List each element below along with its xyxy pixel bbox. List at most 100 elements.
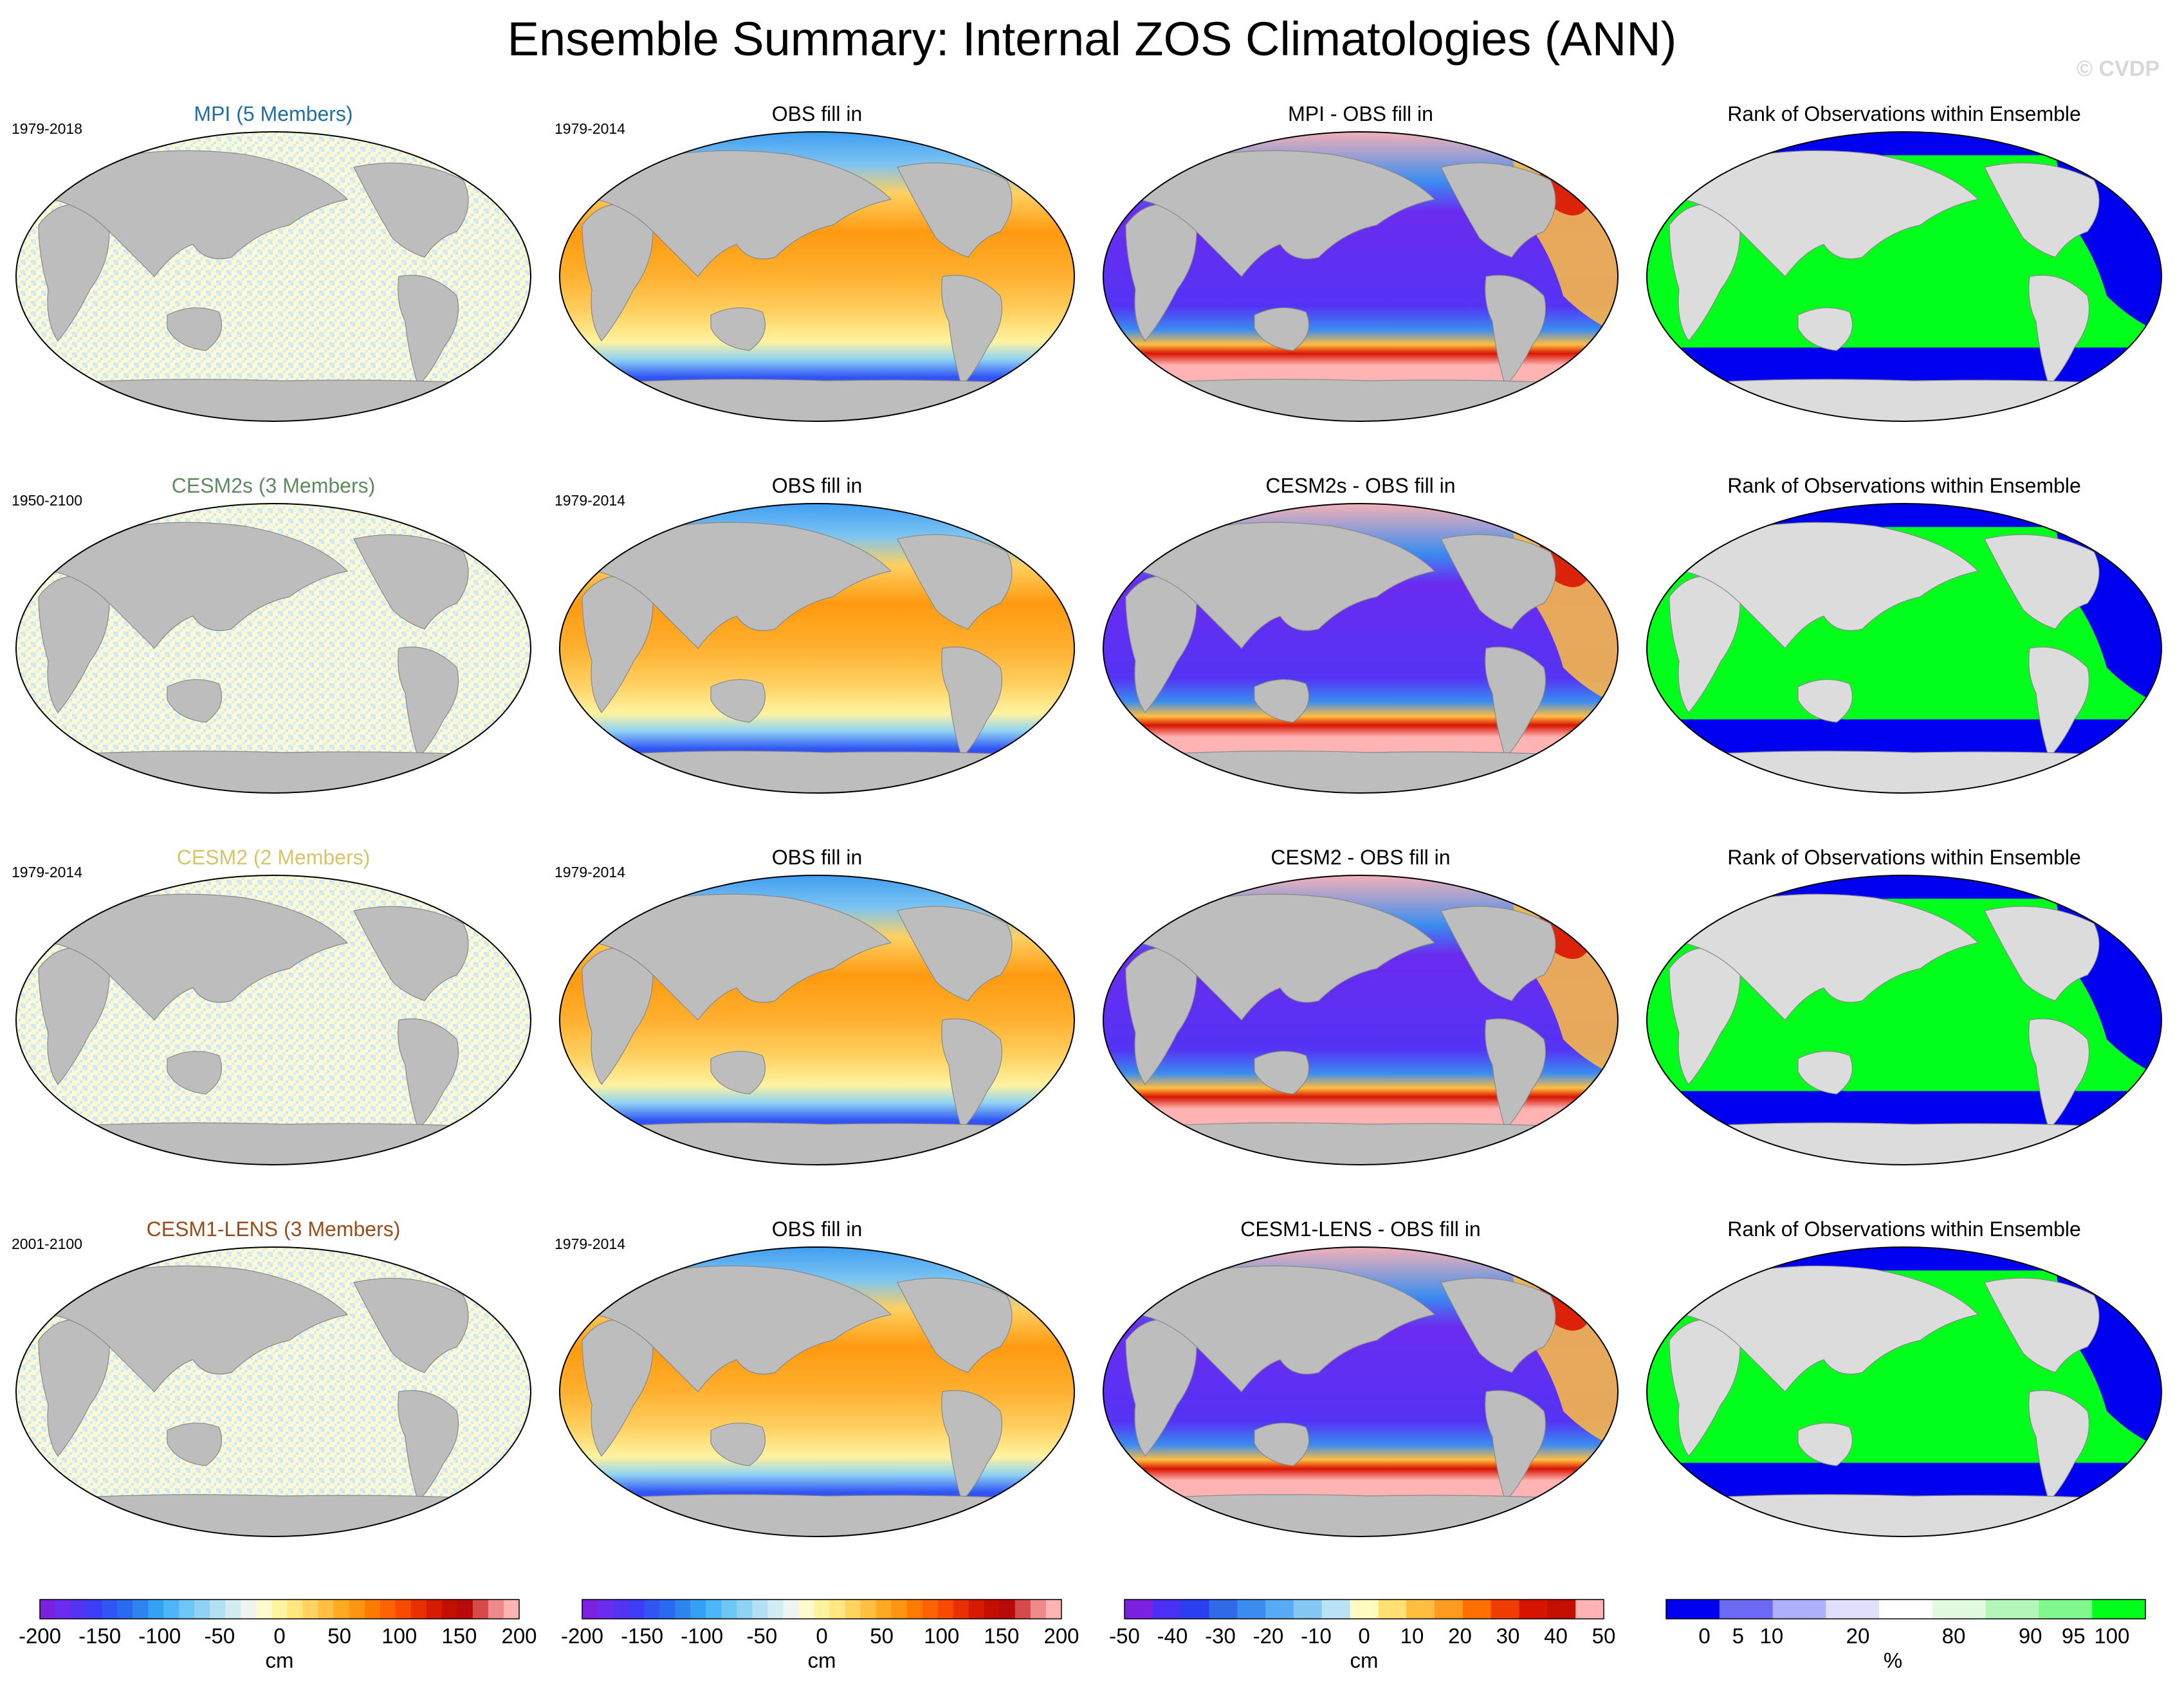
land-mass: [897, 1277, 1013, 1373]
ensemble-colorbar: -200 -150 -100 -50 0 50 100 150 200 cm: [19, 1599, 537, 1672]
land-mass: [1797, 1051, 1853, 1095]
land-mass: [167, 307, 223, 351]
ensemble-years-label: 2001-2100: [12, 1236, 82, 1252]
colorbar-swatch: [675, 1600, 691, 1619]
map-panel-ensemble: [15, 131, 531, 422]
colorbar-swatch: [1826, 1600, 1880, 1619]
colorbar-swatch: [968, 1600, 985, 1619]
colorbar-swatch: [163, 1600, 179, 1619]
cvdp-watermark: © CVDP: [2077, 57, 2160, 81]
colorbar-swatch: [71, 1600, 87, 1619]
land-mass: [2106, 897, 2140, 931]
ensemble-panel-title: CESM2 (2 Members): [176, 846, 371, 869]
land-mass: [594, 1265, 892, 1392]
colorbar-swatch: [1519, 1600, 1548, 1619]
land-mass: [475, 1269, 509, 1303]
colorbar-swatch: [1985, 1600, 2039, 1619]
land-mass: [941, 1390, 1003, 1502]
map-panel-diff: [1103, 131, 1619, 422]
land-mass: [25, 1494, 528, 1537]
colorbar-swatch: [503, 1600, 520, 1619]
colorbar-swatch: [690, 1600, 706, 1619]
land-mass: [2106, 154, 2140, 188]
land-mass: [51, 1265, 349, 1392]
land-mass: [1682, 1265, 1979, 1392]
colorbar-swatch: [1462, 1600, 1492, 1619]
colorbar-swatch: [1321, 1600, 1351, 1619]
land-mass: [398, 646, 459, 759]
colorbar-frame: [1124, 1599, 1604, 1619]
colorbar-frame: [582, 1599, 1062, 1619]
arctic-rank: [1647, 1247, 2161, 1271]
land-mass: [897, 534, 1013, 630]
colorbar-tick-label: 0: [1698, 1624, 1710, 1648]
colorbar-swatch: [721, 1600, 737, 1619]
colorbar-unit-label: cm: [266, 1648, 294, 1672]
colorbar-swatch: [1265, 1600, 1294, 1619]
colorbar-swatch: [364, 1600, 381, 1619]
land-mass: [1984, 534, 2100, 630]
colorbar-swatch: [1237, 1600, 1266, 1619]
land-mass: [1485, 275, 1546, 387]
map-panel-rank: [1646, 131, 2162, 422]
colorbar-swatch: [488, 1600, 504, 1619]
rank-panel-title: Rank of Observations within Ensemble: [1727, 102, 2081, 125]
colorbar-swatch: [148, 1600, 164, 1619]
globe-outline: [559, 1246, 1075, 1537]
land-mass: [51, 522, 349, 649]
diff-panel-title: MPI - OBS fill in: [1288, 102, 1433, 125]
colorbar-unit-label: cm: [808, 1648, 836, 1672]
colorbar-swatch: [1014, 1600, 1031, 1619]
obs-years-label: 1979-2014: [555, 864, 625, 880]
ensemble-years-label: 1979-2018: [12, 120, 82, 137]
land-mass: [2028, 1390, 2089, 1502]
colorbar-swatch: [1932, 1600, 1987, 1619]
colorbar-tick-label: 50: [327, 1624, 351, 1648]
land-mass: [1656, 1494, 2159, 1537]
colorbar-unit-label: cm: [1350, 1648, 1379, 1672]
colorbar-swatch: [814, 1600, 830, 1619]
colorbar-tick-label: -100: [681, 1624, 723, 1648]
land-mass: [1019, 154, 1052, 188]
colorbar-swatch: [984, 1600, 1000, 1619]
colorbar-swatch: [441, 1600, 458, 1619]
colorbar-swatch: [1152, 1600, 1182, 1619]
land-mass: [1485, 1018, 1546, 1131]
colorbar-swatch: [271, 1600, 288, 1619]
colorbar-tick-label: -50: [1109, 1624, 1140, 1648]
obs-years-label: 1979-2014: [555, 492, 625, 509]
colorbar-swatch: [1491, 1600, 1520, 1619]
land-mass: [475, 154, 509, 188]
land-mass: [897, 906, 1013, 1001]
obs-colorbar: -200 -150 -100 -50 0 50 100 150 200 cm: [561, 1599, 1079, 1672]
land-mass: [1019, 525, 1052, 560]
land-mass: [1984, 1277, 2100, 1373]
colorbar-tick-label: 20: [1846, 1624, 1870, 1648]
land-mass: [1797, 307, 1853, 351]
colorbar-tick-label: 50: [1592, 1624, 1616, 1648]
obs-panel-title: OBS fill in: [771, 846, 863, 869]
globe-outline: [1646, 131, 2162, 422]
arctic-rank: [1647, 132, 2161, 156]
land-mass: [594, 522, 892, 649]
colorbar-swatch: [906, 1600, 923, 1619]
land-mass: [941, 646, 1003, 759]
land-mass: [941, 275, 1003, 387]
colorbar-swatch: [472, 1600, 489, 1619]
colorbar-tick-label: 100: [381, 1624, 417, 1648]
colorbar-swatch: [629, 1600, 645, 1619]
map-panel-diff: [1103, 503, 1619, 794]
colorbar-swatch: [1378, 1600, 1407, 1619]
colorbar-tick-label: -10: [1301, 1624, 1332, 1648]
land-mass: [398, 1390, 459, 1502]
map-panel-diff: [1103, 875, 1619, 1165]
land-mass: [1656, 1122, 2159, 1165]
land-mass: [1112, 1494, 1615, 1537]
land-mass: [353, 1277, 469, 1373]
colorbar-swatch: [133, 1600, 149, 1619]
land-mass: [1254, 679, 1310, 723]
land-mass: [167, 1051, 223, 1095]
land-mass: [1440, 906, 1556, 1001]
land-mass: [594, 893, 892, 1021]
globe-outline: [15, 1246, 531, 1537]
